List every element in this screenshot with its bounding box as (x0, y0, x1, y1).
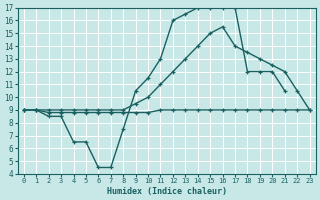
X-axis label: Humidex (Indice chaleur): Humidex (Indice chaleur) (107, 187, 227, 196)
